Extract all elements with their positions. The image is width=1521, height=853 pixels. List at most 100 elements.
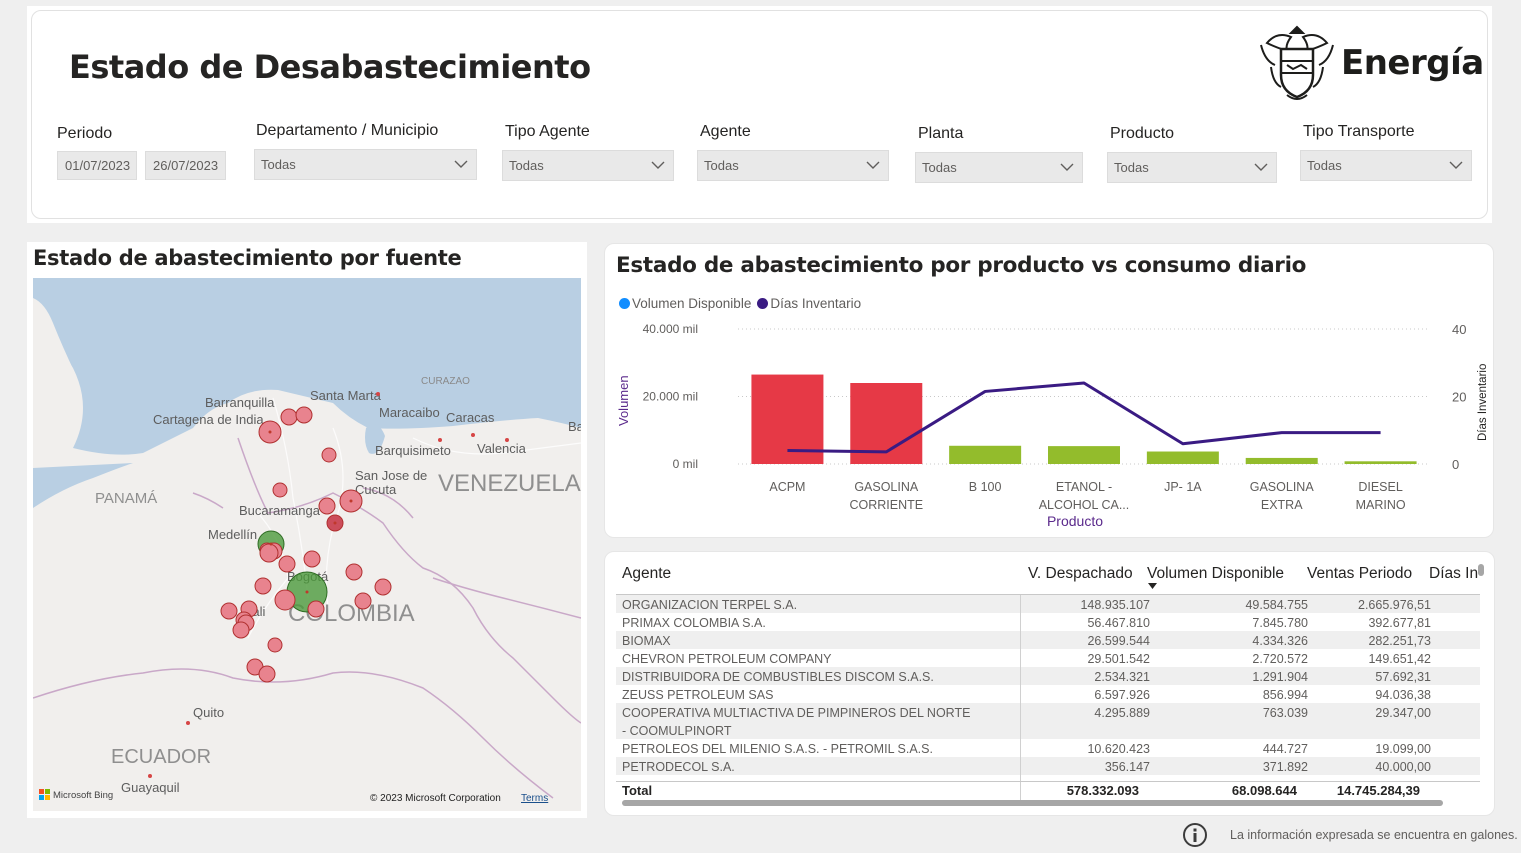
map-bubble[interactable]	[321, 447, 337, 463]
filter-tipo-agente: Tipo Agente	[505, 123, 590, 141]
table-row[interactable]: PETROLEOS DEL MILENIO S.A.S. - PETROMIL …	[616, 739, 1480, 757]
date-end-input[interactable]: 26/07/2023	[145, 151, 226, 180]
map-bubble[interactable]	[254, 577, 272, 595]
cell-agente: PRIMAX COLOMBIA S.A.	[622, 616, 766, 630]
label-cucuta: Cucuta	[355, 482, 397, 497]
table-row[interactable]: ORGANIZACION TERPEL S.A. 148.935.107 49.58…	[616, 595, 1480, 613]
header-dias[interactable]: Días In	[1429, 565, 1479, 582]
map-bubble[interactable]	[259, 543, 279, 563]
cell-agente: PETROLEOS DEL MILENIO S.A.S. - PETROMIL …	[622, 742, 933, 756]
label-quito: Quito	[193, 705, 224, 720]
bar-0[interactable]	[751, 374, 824, 464]
header-despachado[interactable]: V. Despachado	[1028, 565, 1133, 582]
tipo-agente-value: Todas	[509, 158, 544, 173]
filter-producto: Producto	[1110, 125, 1174, 143]
cell-disponible: 4.334.326	[1252, 634, 1308, 648]
legend-dot	[757, 298, 769, 309]
filter-planta: Planta	[918, 125, 963, 143]
map-terms-link[interactable]: Terms	[521, 793, 548, 804]
table-row[interactable]: COOPERATIVA MULTIACTIVA DE PIMPINEROS DE…	[616, 703, 1480, 739]
info-icon[interactable]	[1182, 822, 1208, 848]
category-label: B 100	[969, 480, 1002, 494]
lake-maracaibo	[365, 424, 385, 454]
category-label: ACPM	[769, 480, 805, 494]
y-right-axis-title: Días Inventario	[1477, 364, 1489, 441]
map-bubble[interactable]	[258, 665, 276, 683]
map-bubble[interactable]	[278, 555, 296, 573]
map-bubble[interactable]	[354, 592, 372, 610]
cell-ventas: 392.677,81	[1368, 616, 1431, 630]
logo-text: Energía	[1341, 43, 1484, 83]
map-bubble[interactable]	[307, 600, 325, 618]
header-agente[interactable]: Agente	[622, 565, 672, 582]
cell-despachado: 356.147	[1104, 760, 1150, 774]
map-bubble[interactable]	[232, 621, 250, 639]
map-bubble[interactable]	[274, 589, 296, 611]
map-panel: Estado de abastecimiento por fuente	[27, 242, 587, 818]
table-total-row: Total 578.332.093 68.098.644 14.745.284,…	[616, 781, 1480, 799]
x-axis-title: Producto	[1047, 513, 1103, 529]
chevron-down-icon	[866, 161, 880, 169]
map-bubble[interactable]	[295, 406, 313, 424]
table-row[interactable]: PRIMAX COLOMBIA S.A. 56.467.810 7.845.780 3…	[616, 613, 1480, 631]
bar-2[interactable]	[949, 445, 1022, 464]
map-canvas[interactable]: Barranquilla Santa Marta CURAZAO Cartage…	[33, 278, 581, 811]
label-ba: Ba	[568, 419, 581, 434]
cell-disponible: 1.291.904	[1252, 670, 1308, 684]
agente-dropdown[interactable]: Todas	[697, 150, 889, 181]
map-area[interactable]: Barranquilla Santa Marta CURAZAO Cartage…	[33, 278, 581, 811]
label-barquisimeto: Barquisimeto	[375, 443, 451, 458]
bar-6[interactable]	[1344, 461, 1417, 464]
label-bucaramanga: Bucaramanga	[239, 503, 321, 518]
footer-text: La información expresada se encuentra en…	[1230, 828, 1518, 842]
legend-item-dias[interactable]: Días Inventario	[757, 296, 861, 311]
map-bubble[interactable]	[272, 482, 288, 498]
date-start-input[interactable]: 01/07/2023	[57, 151, 137, 180]
chevron-down-icon	[454, 160, 468, 168]
table-row[interactable]: BIOMAX 26.599.544 4.334.326 282.251,73	[616, 631, 1480, 649]
cell-ventas: 149.651,42	[1368, 652, 1431, 666]
horizontal-scrollbar[interactable]	[622, 800, 1443, 806]
header-ventas[interactable]: Ventas Periodo	[1307, 565, 1413, 582]
y-right-tick: 40	[1452, 322, 1466, 337]
tipo-agente-dropdown[interactable]: Todas	[502, 150, 674, 181]
cell-ventas: 57.692,31	[1375, 670, 1431, 684]
departamento-dropdown[interactable]: Todas	[254, 149, 477, 180]
bar-4[interactable]	[1146, 451, 1219, 464]
table-row[interactable]: PETRODECOL S.A. 356.147 371.892 40.000,00	[616, 757, 1480, 775]
footer-note: La información expresada se encuentra en…	[1182, 822, 1518, 848]
tipo-transporte-value: Todas	[1307, 158, 1342, 173]
map-copyright: © 2023 Microsoft Corporation	[370, 793, 501, 804]
map-bubble[interactable]	[374, 578, 392, 596]
table-row[interactable]: ZEUSS PETROLEUM SAS 6.597.926 856.994 94.03…	[616, 685, 1480, 703]
table-row[interactable]: CHEVRON PETROLEUM COMPANY 29.501.542 2.720…	[616, 649, 1480, 667]
country-borders	[33, 437, 581, 799]
planta-dropdown[interactable]: Todas	[915, 152, 1083, 183]
label-maracaibo: Maracaibo	[379, 405, 440, 420]
cell-despachado: 6.597.926	[1094, 688, 1150, 702]
cell-ventas: 282.251,73	[1368, 634, 1431, 648]
map-bubble[interactable]	[267, 637, 283, 653]
map-bubble[interactable]	[345, 563, 363, 581]
bar-5[interactable]	[1245, 457, 1318, 464]
map-bubble[interactable]	[220, 602, 238, 620]
map-bubble[interactable]	[303, 550, 321, 568]
vertical-scrollbar[interactable]	[1478, 564, 1484, 576]
label-guayaquil: Guayaquil	[121, 780, 180, 795]
map-bubble[interactable]	[318, 497, 336, 515]
map-bubble[interactable]	[280, 408, 298, 426]
filter-producto-label: Producto	[1110, 125, 1175, 142]
legend-item-volumen[interactable]: Volumen Disponible	[619, 296, 751, 311]
producto-dropdown[interactable]: Todas	[1107, 152, 1277, 183]
header-disponible[interactable]: Volumen Disponible	[1147, 565, 1285, 582]
filter-tipo-transporte: Tipo Transporte	[1303, 123, 1414, 141]
cell-despachado: 4.295.889	[1094, 706, 1150, 720]
table-row[interactable]: DISTRIBUIDORA DE COMBUSTIBLES DISCOM S.A…	[616, 667, 1480, 685]
bar-3[interactable]	[1048, 446, 1120, 464]
tipo-transporte-dropdown[interactable]: Todas	[1300, 150, 1472, 181]
filter-agente-label: Agente	[700, 123, 751, 140]
filter-departamento-label: Departamento / Municipio	[256, 122, 439, 139]
bubbles[interactable]	[220, 406, 392, 683]
sort-desc-icon	[1148, 583, 1157, 589]
table-body[interactable]: ORGANIZACION TERPEL S.A. 148.935.107 49.58…	[616, 595, 1480, 786]
